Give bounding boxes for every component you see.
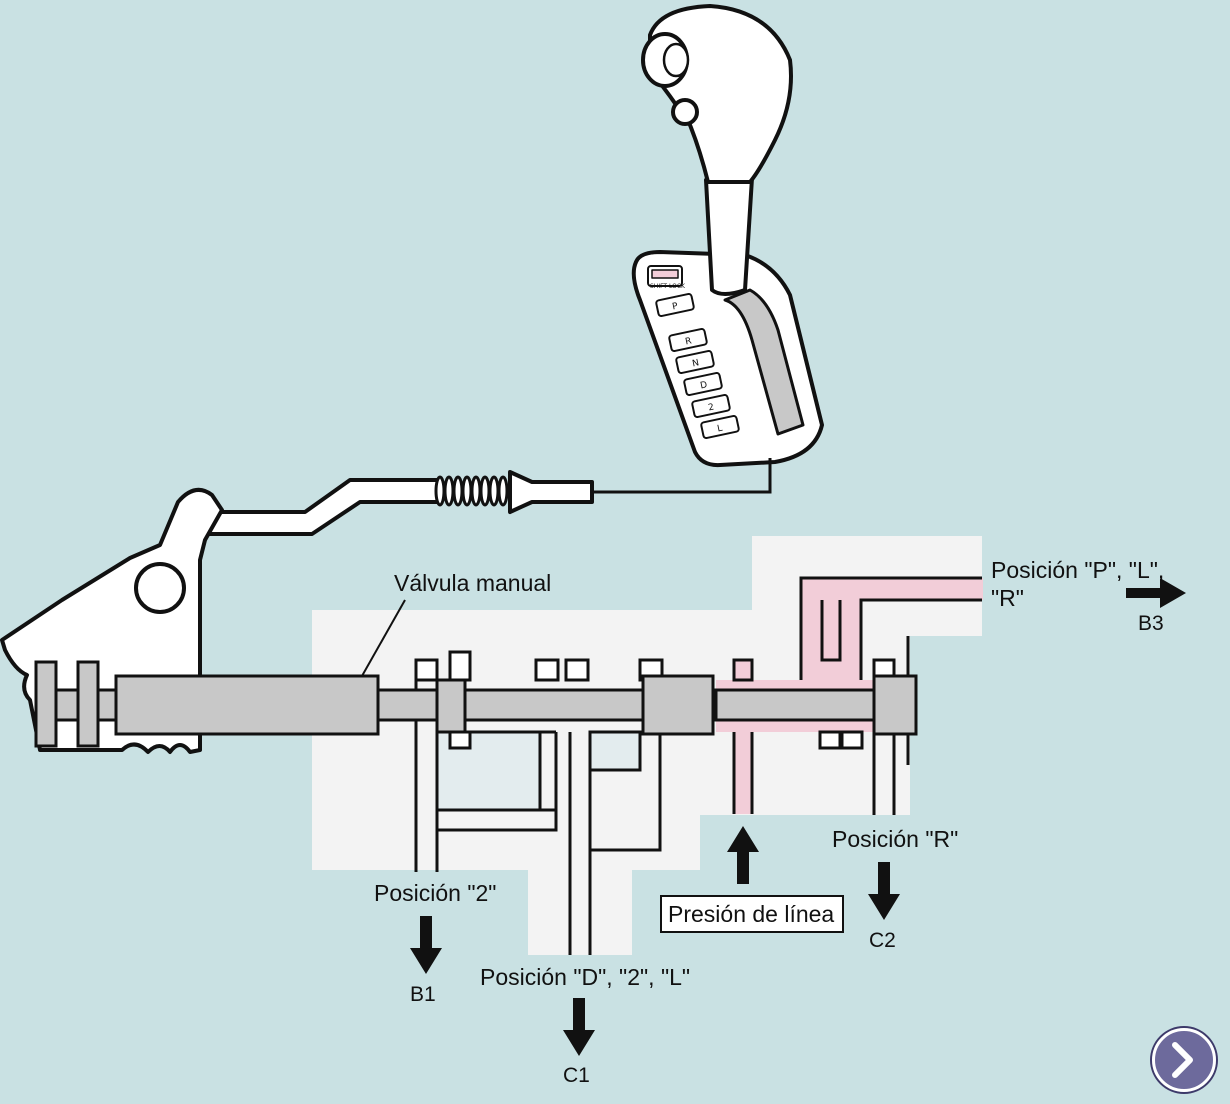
position-plr-label-cont: "R": [991, 585, 1024, 611]
lever-shaft: [704, 176, 754, 296]
flow-arrows: [410, 578, 1186, 1056]
gear-markers: [647, 265, 740, 440]
shift-cable: [592, 458, 772, 494]
shift-knob: [648, 4, 793, 184]
gate-label-n: N: [691, 358, 700, 369]
c2-label: C2: [869, 929, 896, 952]
line-pressure-label: Presión de línea: [660, 895, 845, 933]
chevron-right-icon: [1172, 1042, 1193, 1078]
arrow-down-c2: [868, 862, 900, 920]
next-button[interactable]: [1152, 1028, 1216, 1092]
cable-end: [508, 470, 594, 514]
manual-valve-label: Válvula manual: [394, 570, 552, 596]
arrow-down-c1: [563, 998, 595, 1056]
cable-spring: [434, 475, 509, 507]
manual-valve-leader: [361, 599, 406, 677]
b1-label: B1: [410, 983, 436, 1006]
position-d2l-label: Posición "D", "2", "L": [480, 964, 691, 990]
b3-label: B3: [1138, 612, 1164, 635]
gate-label-2: 2: [707, 402, 715, 413]
gate-label-d: D: [699, 380, 708, 391]
arrow-right-b3: [1126, 578, 1186, 608]
fluid-passages: [414, 576, 982, 955]
c1-label: C1: [563, 1064, 590, 1087]
detent-pivot: [134, 562, 186, 614]
position-2-label: Posición "2": [374, 880, 497, 906]
valve-spool: [34, 660, 918, 748]
gate-label-p: P: [671, 301, 679, 312]
arrow-down-b1: [410, 916, 442, 974]
gate-label-l: L: [716, 424, 723, 435]
gear-labels: SHIFT LOCK P R N D 2 L: [650, 283, 723, 434]
position-plr-label: Posición "P", "L",: [991, 557, 1165, 583]
gate-label-shift: SHIFT LOCK: [650, 283, 686, 290]
shift-lever: [631, 4, 824, 468]
shift-gate-slot: [723, 288, 805, 436]
position-r-label: Posición "R": [832, 826, 959, 852]
valve-cavity-2: [588, 730, 642, 772]
arrow-up-line-pressure: [727, 826, 759, 884]
gate-label-r: R: [684, 336, 692, 347]
